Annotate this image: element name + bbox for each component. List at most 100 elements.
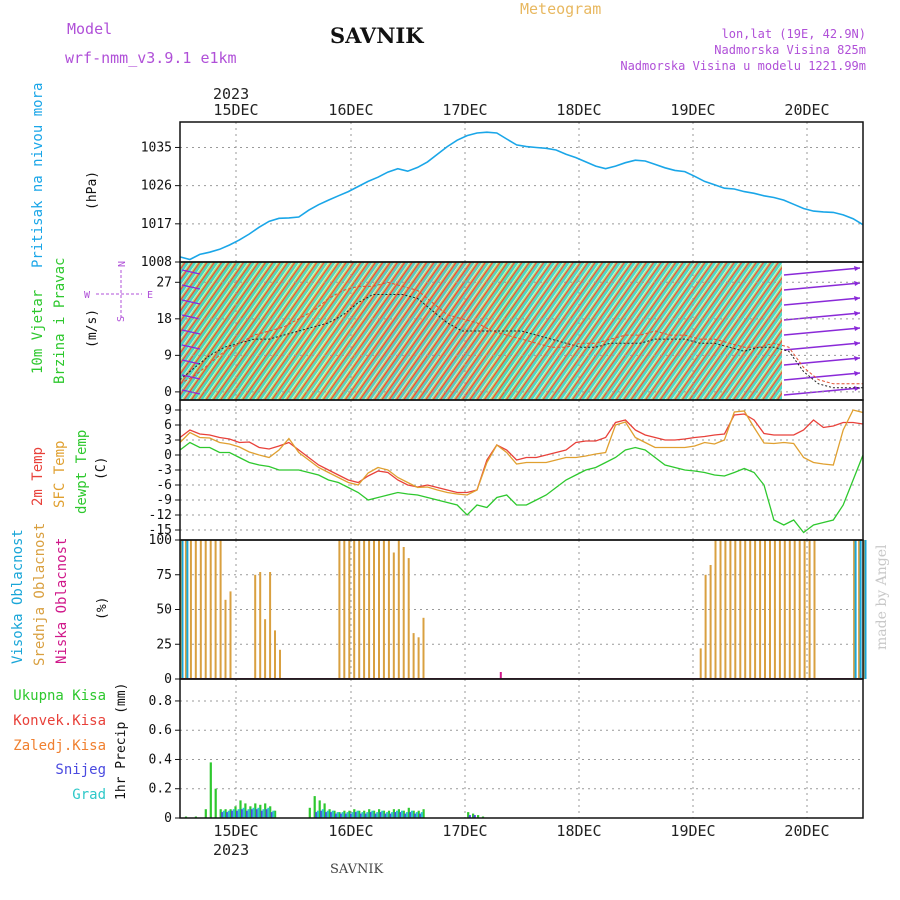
precip-bar xyxy=(255,809,258,818)
cloud-bar xyxy=(808,540,811,679)
precip-bar xyxy=(346,812,349,818)
precip-bar xyxy=(391,812,394,818)
day-label-top: 15DEC xyxy=(213,101,258,119)
precip-bar xyxy=(376,812,379,818)
precip-bar xyxy=(259,804,262,818)
cloud-bar xyxy=(714,540,717,679)
precip-bar xyxy=(387,810,391,818)
precip-tick-label: 0.6 xyxy=(149,723,172,738)
precip-bar xyxy=(214,788,217,818)
elevation-label: Nadmorska Visina 825m xyxy=(714,43,866,57)
cloud-bar xyxy=(739,540,742,679)
temp-tick-label: 9 xyxy=(164,403,172,418)
precip-bar xyxy=(260,810,263,818)
wind-arrow-head xyxy=(854,281,860,286)
precip-bar xyxy=(321,809,324,818)
cloud-bar xyxy=(353,540,356,679)
cloud-bar xyxy=(274,630,276,679)
station-title: SAVNIK xyxy=(330,23,424,48)
temp-label-dewpt: dewpt Temp xyxy=(74,430,90,514)
temp-line-2 xyxy=(179,441,864,534)
precip-bar xyxy=(316,810,319,818)
cloud-bar xyxy=(412,633,415,679)
chart-title: Meteogram xyxy=(520,0,601,18)
precip-bar xyxy=(330,812,333,818)
precip-bar xyxy=(419,813,422,818)
precip-bar xyxy=(407,807,410,818)
compass-south: S xyxy=(116,316,127,322)
precip-bar xyxy=(394,812,397,818)
wind-arrow xyxy=(783,357,861,366)
temp-label-sfc: SFC Temp xyxy=(52,441,68,508)
precip-bar xyxy=(232,809,235,818)
precip-bar xyxy=(404,813,407,818)
precip-bar xyxy=(349,813,353,818)
precip-bar xyxy=(226,812,229,818)
cloud-bar xyxy=(186,540,189,679)
precip-bar xyxy=(364,813,367,818)
wind-arrow xyxy=(783,267,861,276)
wind-arrow xyxy=(783,282,861,291)
precip-bar xyxy=(315,812,318,818)
precip-bar xyxy=(320,810,323,818)
precip-unit: 1hr Precip (mm) xyxy=(114,683,129,800)
precip-bar xyxy=(412,810,415,818)
precip-bar xyxy=(359,813,362,818)
precip-bar xyxy=(313,796,316,818)
cloud-bar xyxy=(382,540,385,679)
day-label-bottom: 16DEC xyxy=(328,822,373,840)
cloud-bar xyxy=(204,540,207,679)
compass-north: N xyxy=(117,261,128,267)
pressure-unit: (hPa) xyxy=(85,171,100,210)
precip-bar xyxy=(396,810,399,818)
precip-bar xyxy=(363,810,366,818)
cloud-bar xyxy=(724,540,727,679)
cloud-bar xyxy=(749,540,752,679)
precip-bar xyxy=(361,812,364,818)
precip-bar xyxy=(344,813,348,818)
precip-bar xyxy=(242,807,245,818)
cloud-bar xyxy=(854,540,857,679)
precip-bar xyxy=(467,812,470,818)
precip-bar xyxy=(222,810,225,818)
precip-bar xyxy=(254,803,257,818)
cloud-bar xyxy=(199,540,202,679)
precip-bar xyxy=(366,812,369,818)
cloud-bar xyxy=(219,540,222,679)
pressure-tick-label: 1017 xyxy=(141,217,172,232)
precip-bar xyxy=(264,803,267,818)
precip-bar xyxy=(389,813,392,818)
precip-bar xyxy=(335,813,338,818)
precip-bar xyxy=(333,810,336,818)
precip-bar xyxy=(219,809,222,818)
cloud-bar xyxy=(397,540,400,679)
precip-bar xyxy=(417,810,420,818)
precip-bar xyxy=(257,807,260,818)
wind-arrow-head xyxy=(854,356,860,361)
wind-arrow-head xyxy=(854,311,860,316)
precip-bar xyxy=(392,809,395,818)
cloud-bar xyxy=(813,540,816,679)
compass-west: W xyxy=(84,290,91,301)
cloud-bar xyxy=(858,540,861,679)
temp-line-1 xyxy=(179,409,864,496)
lonlat-label: lon,lat (19E, 42.9N) xyxy=(722,27,867,41)
cloud-bar xyxy=(793,540,796,679)
precip-bar xyxy=(384,813,387,818)
precip-bar xyxy=(420,812,423,818)
compass-east: E xyxy=(147,290,153,301)
wind-unit: (m/s) xyxy=(85,309,100,348)
precip-bar xyxy=(477,815,480,818)
gridlines xyxy=(180,122,863,819)
precip-bar xyxy=(239,800,242,818)
cloud-bar xyxy=(269,572,272,679)
precip-label-conv: Konvek.Kisa xyxy=(13,713,106,729)
precip-label-frz: Zaledj.Kisa xyxy=(13,738,106,754)
cloud-bar xyxy=(373,540,375,679)
cloud-bar xyxy=(189,540,192,679)
cloud-tick-label: 100 xyxy=(149,533,172,548)
precip-bar xyxy=(415,812,418,818)
precip-bar xyxy=(270,812,273,818)
precip-bar xyxy=(224,809,227,818)
